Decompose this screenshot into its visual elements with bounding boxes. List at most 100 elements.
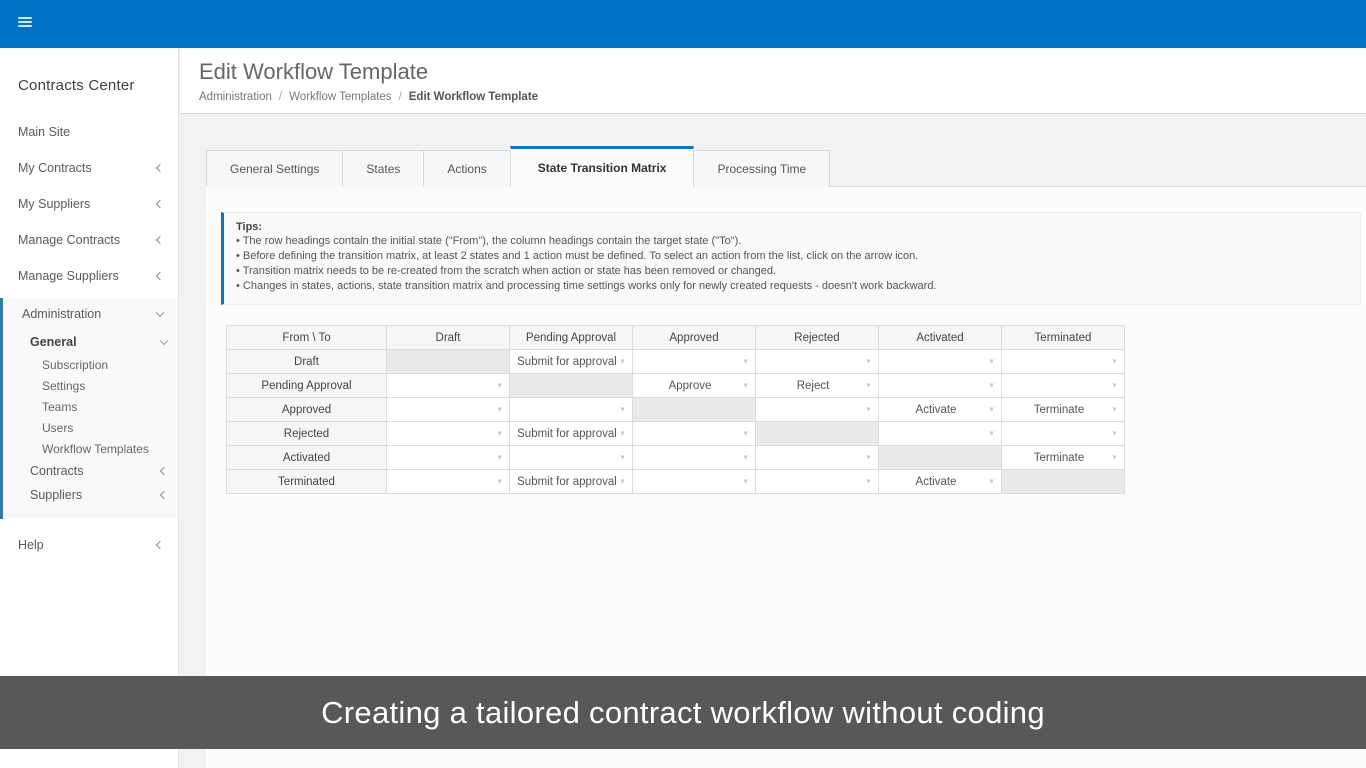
breadcrumb-item-workflow-templates[interactable]: Workflow Templates xyxy=(289,91,392,103)
sidebar-item-subscription[interactable]: Subscription xyxy=(3,354,178,375)
matrix-row-terminated: Terminated ▼ Submit for approval ▼ ▼ ▼ Activat… xyxy=(226,469,1125,494)
matrix-cell-disabled-activated-to-activated xyxy=(878,445,1002,470)
sidebar-item-suppliers[interactable]: Suppliers xyxy=(3,483,178,507)
dropdown-arrow-icon[interactable]: ▼ xyxy=(742,454,749,461)
action-dropdown-activated-to-draft[interactable]: ▼ xyxy=(386,445,510,470)
sidebar-item-manage-suppliers[interactable]: Manage Suppliers xyxy=(0,258,178,294)
sidebar-item-teams[interactable]: Teams xyxy=(3,396,178,417)
dropdown-arrow-icon[interactable]: ▼ xyxy=(619,358,626,365)
dropdown-arrow-icon[interactable]: ▼ xyxy=(988,478,995,485)
dropdown-arrow-icon[interactable]: ▼ xyxy=(619,430,626,437)
action-dropdown-terminated-to-activated[interactable]: Activate ▼ xyxy=(878,469,1002,494)
dropdown-arrow-icon[interactable]: ▼ xyxy=(865,358,872,365)
dropdown-arrow-icon[interactable]: ▼ xyxy=(865,454,872,461)
action-dropdown-activated-to-pending-approval[interactable]: ▼ xyxy=(509,445,633,470)
action-dropdown-terminated-to-pending-approval[interactable]: Submit for approval ▼ xyxy=(509,469,633,494)
sidebar-item-my-contracts[interactable]: My Contracts xyxy=(0,150,178,186)
sidebar-item-administration[interactable]: Administration xyxy=(3,298,178,330)
tab-actions[interactable]: Actions xyxy=(423,150,511,187)
action-dropdown-pending-approval-to-terminated[interactable]: ▼ xyxy=(1001,373,1125,398)
dropdown-arrow-icon[interactable]: ▼ xyxy=(496,382,503,389)
action-dropdown-draft-to-rejected[interactable]: ▼ xyxy=(755,349,879,374)
matrix-row-header-approved: Approved xyxy=(226,397,387,422)
tab-processing-time[interactable]: Processing Time xyxy=(693,150,831,187)
tab-general-settings[interactable]: General Settings xyxy=(206,150,344,187)
top-app-bar xyxy=(0,0,1366,48)
action-dropdown-activated-to-rejected[interactable]: ▼ xyxy=(755,445,879,470)
dropdown-arrow-icon[interactable]: ▼ xyxy=(496,454,503,461)
dropdown-arrow-icon[interactable]: ▼ xyxy=(742,358,749,365)
matrix-col-header-terminated: Terminated xyxy=(1001,325,1125,350)
sidebar-item-manage-contracts[interactable]: Manage Contracts xyxy=(0,222,178,258)
action-dropdown-activated-to-approved[interactable]: ▼ xyxy=(632,445,756,470)
sidebar-item-general[interactable]: General xyxy=(3,330,178,354)
sidebar-item-label: Suppliers xyxy=(30,488,83,502)
dropdown-arrow-icon[interactable]: ▼ xyxy=(1111,358,1118,365)
action-dropdown-pending-approval-to-rejected[interactable]: Reject ▼ xyxy=(755,373,879,398)
dropdown-arrow-icon[interactable]: ▼ xyxy=(496,406,503,413)
sidebar-item-label: Workflow Templates xyxy=(42,441,149,456)
action-dropdown-pending-approval-to-approved[interactable]: Approve ▼ xyxy=(632,373,756,398)
dropdown-arrow-icon[interactable]: ▼ xyxy=(619,478,626,485)
action-dropdown-rejected-to-activated[interactable]: ▼ xyxy=(878,421,1002,446)
action-dropdown-rejected-to-pending-approval[interactable]: Submit for approval ▼ xyxy=(509,421,633,446)
matrix-row-header-draft: Draft xyxy=(226,349,387,374)
dropdown-arrow-icon[interactable]: ▼ xyxy=(496,478,503,485)
action-dropdown-terminated-to-approved[interactable]: ▼ xyxy=(632,469,756,494)
dropdown-arrow-icon[interactable]: ▼ xyxy=(742,382,749,389)
dropdown-arrow-icon[interactable]: ▼ xyxy=(988,406,995,413)
chevron-down-icon xyxy=(159,336,169,346)
action-dropdown-rejected-to-approved[interactable]: ▼ xyxy=(632,421,756,446)
action-dropdown-pending-approval-to-draft[interactable]: ▼ xyxy=(386,373,510,398)
action-dropdown-approved-to-terminated[interactable]: Terminate ▼ xyxy=(1001,397,1125,422)
dropdown-arrow-icon[interactable]: ▼ xyxy=(496,430,503,437)
sidebar-item-help[interactable]: Help xyxy=(0,527,178,563)
action-dropdown-approved-to-pending-approval[interactable]: ▼ xyxy=(509,397,633,422)
tab-states[interactable]: States xyxy=(342,150,425,187)
dropdown-arrow-icon[interactable]: ▼ xyxy=(1111,382,1118,389)
chevron-left-icon xyxy=(159,490,169,500)
dropdown-arrow-icon[interactable]: ▼ xyxy=(742,478,749,485)
dropdown-value: Activate xyxy=(915,403,957,416)
sidebar-item-main-site[interactable]: Main Site xyxy=(0,114,178,150)
sidebar-item-workflow-templates[interactable]: Workflow Templates xyxy=(3,438,178,459)
tips-box: Tips: • The row headings contain the ini… xyxy=(221,212,1361,305)
matrix-row-rejected: Rejected ▼ Submit for approval ▼ ▼ ▼ ▼ xyxy=(226,421,1125,446)
action-dropdown-approved-to-draft[interactable]: ▼ xyxy=(386,397,510,422)
action-dropdown-draft-to-activated[interactable]: ▼ xyxy=(878,349,1002,374)
action-dropdown-rejected-to-terminated[interactable]: ▼ xyxy=(1001,421,1125,446)
action-dropdown-draft-to-approved[interactable]: ▼ xyxy=(632,349,756,374)
dropdown-arrow-icon[interactable]: ▼ xyxy=(619,454,626,461)
action-dropdown-rejected-to-draft[interactable]: ▼ xyxy=(386,421,510,446)
dropdown-arrow-icon[interactable]: ▼ xyxy=(865,406,872,413)
action-dropdown-draft-to-terminated[interactable]: ▼ xyxy=(1001,349,1125,374)
sidebar-item-settings[interactable]: Settings xyxy=(3,375,178,396)
action-dropdown-draft-to-pending-approval[interactable]: Submit for approval ▼ xyxy=(509,349,633,374)
action-dropdown-approved-to-rejected[interactable]: ▼ xyxy=(755,397,879,422)
action-dropdown-terminated-to-rejected[interactable]: ▼ xyxy=(755,469,879,494)
dropdown-arrow-icon[interactable]: ▼ xyxy=(865,478,872,485)
menu-icon[interactable] xyxy=(18,17,32,29)
sidebar-item-users[interactable]: Users xyxy=(3,417,178,438)
action-dropdown-activated-to-terminated[interactable]: Terminate ▼ xyxy=(1001,445,1125,470)
action-dropdown-terminated-to-draft[interactable]: ▼ xyxy=(386,469,510,494)
breadcrumb-item-administration[interactable]: Administration xyxy=(199,91,272,103)
dropdown-arrow-icon[interactable]: ▼ xyxy=(1111,406,1118,413)
dropdown-arrow-icon[interactable]: ▼ xyxy=(988,382,995,389)
dropdown-arrow-icon[interactable]: ▼ xyxy=(742,430,749,437)
chevron-left-icon xyxy=(155,540,165,550)
sidebar-item-contracts[interactable]: Contracts xyxy=(3,459,178,483)
action-dropdown-approved-to-activated[interactable]: Activate ▼ xyxy=(878,397,1002,422)
dropdown-arrow-icon[interactable]: ▼ xyxy=(1111,454,1118,461)
dropdown-arrow-icon[interactable]: ▼ xyxy=(1111,430,1118,437)
tips-heading: Tips: xyxy=(236,221,263,233)
dropdown-arrow-icon[interactable]: ▼ xyxy=(865,382,872,389)
action-dropdown-pending-approval-to-activated[interactable]: ▼ xyxy=(878,373,1002,398)
dropdown-arrow-icon[interactable]: ▼ xyxy=(988,358,995,365)
dropdown-value: Submit for approval xyxy=(517,355,617,368)
dropdown-arrow-icon[interactable]: ▼ xyxy=(988,430,995,437)
tab-state-transition-matrix[interactable]: State Transition Matrix xyxy=(509,146,695,187)
dropdown-arrow-icon[interactable]: ▼ xyxy=(619,406,626,413)
sidebar-item-label: Contracts xyxy=(30,464,84,478)
sidebar-item-my-suppliers[interactable]: My Suppliers xyxy=(0,186,178,222)
